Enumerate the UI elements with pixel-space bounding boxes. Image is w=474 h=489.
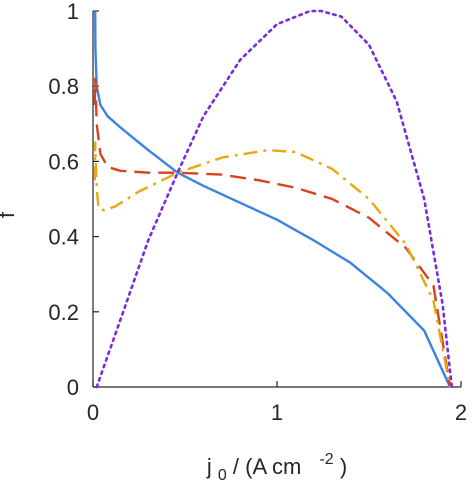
x-tick-label: 0 xyxy=(87,400,99,425)
x-axis-label-mid: / (A cm xyxy=(233,454,301,479)
y-tick-label: 0 xyxy=(67,375,79,400)
y-axis-label: f xyxy=(0,211,19,218)
series-line-4 xyxy=(95,9,454,389)
series-layer xyxy=(93,9,454,389)
x-axis-label-base: j xyxy=(206,454,212,479)
y-tick-label: 0.4 xyxy=(48,225,79,250)
y-tick-label: 0.6 xyxy=(48,149,79,174)
ticks: 0 1 2 0 0.2 0.4 0.6 0.8 1 xyxy=(48,0,467,425)
series-line-2 xyxy=(93,77,452,388)
x-tick-label: 1 xyxy=(271,400,283,425)
x-axis-label-sub: 0 xyxy=(218,467,227,484)
x-tick-label: 2 xyxy=(455,400,467,425)
x-axis-label-end: ) xyxy=(340,454,347,479)
y-tick-label: 0.8 xyxy=(48,74,79,99)
x-axis-label: j 0 / (A cm -2 ) xyxy=(206,444,347,485)
x-axis-label-sup: -2 xyxy=(319,451,333,468)
y-tick-label: 0.2 xyxy=(48,300,79,325)
series-line-3 xyxy=(93,141,452,388)
plot-area xyxy=(92,11,461,388)
series-line-1 xyxy=(94,10,452,388)
y-tick-label: 1 xyxy=(67,0,79,24)
